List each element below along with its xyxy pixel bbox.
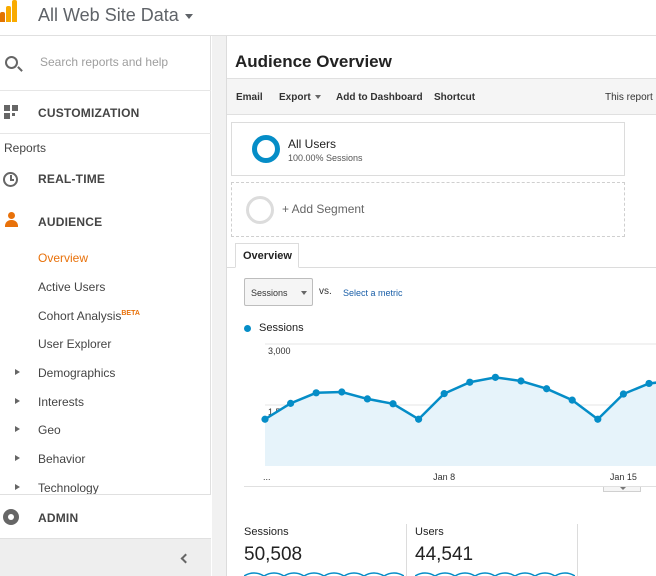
- segment-card-all-users[interactable]: All Users 100.00% Sessions: [231, 122, 625, 176]
- sidebar-item-realtime[interactable]: REAL-TIME: [38, 172, 106, 186]
- add-segment-button[interactable]: + Add Segment: [231, 182, 625, 237]
- property-selector[interactable]: All Web Site Data: [38, 5, 179, 25]
- data-point: [287, 399, 295, 407]
- shortcut-button[interactable]: Shortcut: [434, 92, 476, 103]
- report-info-text: This report: [605, 92, 653, 103]
- search-input[interactable]: [40, 55, 205, 69]
- sidebar-item-technology[interactable]: Technology: [38, 481, 99, 495]
- report-panel: Audience Overview Email Export Add to Da…: [226, 36, 656, 576]
- top-bar: All Web Site Data: [0, 0, 656, 36]
- chart-bottom-border: [244, 486, 656, 487]
- data-point: [363, 395, 371, 403]
- sidebar-item-overview[interactable]: Overview: [38, 251, 89, 265]
- sidebar-item-active-users[interactable]: Active Users: [38, 280, 106, 294]
- data-point: [261, 415, 269, 423]
- scorecard-value-sessions: 50,508: [244, 544, 303, 565]
- add-segment-label: + Add Segment: [282, 202, 365, 216]
- main-area: Audience Overview Email Export Add to Da…: [212, 36, 656, 576]
- vs-label: vs.: [319, 286, 332, 297]
- series-area-sessions: [265, 377, 656, 466]
- data-point: [415, 415, 423, 423]
- chevron-left-icon[interactable]: [180, 553, 191, 564]
- empty-segment-ring-icon: [246, 196, 274, 224]
- legend-label-sessions: Sessions: [259, 322, 304, 334]
- segment-name: All Users: [288, 137, 337, 151]
- email-button[interactable]: Email: [236, 92, 263, 103]
- chart-resize-handle[interactable]: [603, 487, 641, 492]
- page-title: Audience Overview: [235, 52, 392, 71]
- scorecard-value-users: 44,541: [415, 544, 474, 565]
- sidebar-item-label: ADMIN: [38, 511, 79, 525]
- sparkline-users: [415, 572, 575, 576]
- search-row: [0, 36, 211, 91]
- report-toolbar: Email Export Add to Dashboard Shortcut T…: [227, 78, 656, 115]
- sidebar-item-behavior[interactable]: Behavior: [38, 452, 86, 466]
- segment-ring-icon: [252, 135, 280, 163]
- data-point: [543, 385, 551, 393]
- metric-select-value: Sessions: [251, 288, 288, 298]
- y-tick-label: 3,000: [268, 346, 291, 356]
- chevron-down-icon: [301, 291, 307, 295]
- data-point: [517, 377, 525, 385]
- reports-section-label: Reports: [4, 141, 47, 155]
- export-label: Export: [279, 92, 311, 103]
- sidebar-item-cohort-analysis[interactable]: Cohort AnalysisBETA: [38, 309, 140, 323]
- sidebar-item-interests[interactable]: Interests: [38, 395, 85, 409]
- sidebar-collapse-bar[interactable]: [0, 538, 211, 576]
- expand-arrow-icon[interactable]: [15, 398, 20, 404]
- data-point: [338, 388, 346, 396]
- sidebar-item-demographics[interactable]: Demographics: [38, 366, 116, 380]
- expand-arrow-icon[interactable]: [15, 369, 20, 375]
- data-point: [568, 396, 576, 404]
- beta-badge: BETA: [121, 310, 140, 317]
- person-icon: [4, 212, 19, 229]
- scorecard-label-sessions: Sessions: [244, 526, 289, 538]
- sidebar-item-label: CUSTOMIZATION: [38, 106, 140, 120]
- sidebar-item-user-explorer[interactable]: User Explorer: [38, 337, 112, 351]
- scorecard-label-users: Users: [415, 526, 444, 538]
- sidebar-item-audience[interactable]: AUDIENCE: [38, 215, 103, 229]
- tab-divider: [227, 267, 656, 268]
- data-point: [491, 373, 499, 381]
- x-tick-label: Jan 15: [610, 472, 637, 482]
- search-icon[interactable]: [5, 56, 18, 69]
- chevron-down-icon: [314, 95, 321, 100]
- sidebar: CUSTOMIZATION Reports REAL-TIME AUDIENCE…: [0, 36, 211, 576]
- export-button[interactable]: Export: [279, 92, 321, 103]
- expand-arrow-icon[interactable]: [15, 455, 20, 461]
- sidebar-item-label: Cohort Analysis: [38, 309, 122, 323]
- data-point: [594, 415, 602, 423]
- data-point: [440, 390, 448, 398]
- sidebar-item-geo[interactable]: Geo: [38, 423, 61, 437]
- sidebar-item-admin[interactable]: ADMIN: [0, 494, 211, 538]
- select-metric-link[interactable]: Select a metric: [343, 288, 403, 298]
- sidebar-item-customization[interactable]: CUSTOMIZATION: [0, 91, 211, 134]
- legend-dot-sessions: [244, 325, 251, 332]
- segment-percentage: 100.00% Sessions: [288, 153, 363, 163]
- expand-arrow-icon[interactable]: [15, 426, 20, 432]
- metric-select[interactable]: Sessions: [244, 278, 313, 306]
- scorecard-divider: [577, 524, 578, 576]
- data-point: [619, 390, 627, 398]
- analytics-logo-icon: [0, 0, 18, 22]
- gear-icon: [3, 509, 19, 525]
- clock-icon: [3, 172, 18, 187]
- data-point: [466, 378, 474, 386]
- x-tick-label: ...: [263, 472, 271, 482]
- dashboard-grid-icon: [4, 105, 19, 120]
- chevron-down-icon[interactable]: [185, 14, 193, 19]
- scorecard-divider: [406, 524, 407, 576]
- data-point: [645, 379, 653, 388]
- data-point: [389, 400, 397, 408]
- data-point: [312, 389, 320, 397]
- x-tick-label: Jan 8: [433, 472, 455, 482]
- add-to-dashboard-button[interactable]: Add to Dashboard: [336, 92, 423, 103]
- sparkline-sessions: [244, 572, 404, 576]
- tab-overview[interactable]: Overview: [235, 243, 299, 268]
- expand-arrow-icon[interactable]: [15, 484, 20, 490]
